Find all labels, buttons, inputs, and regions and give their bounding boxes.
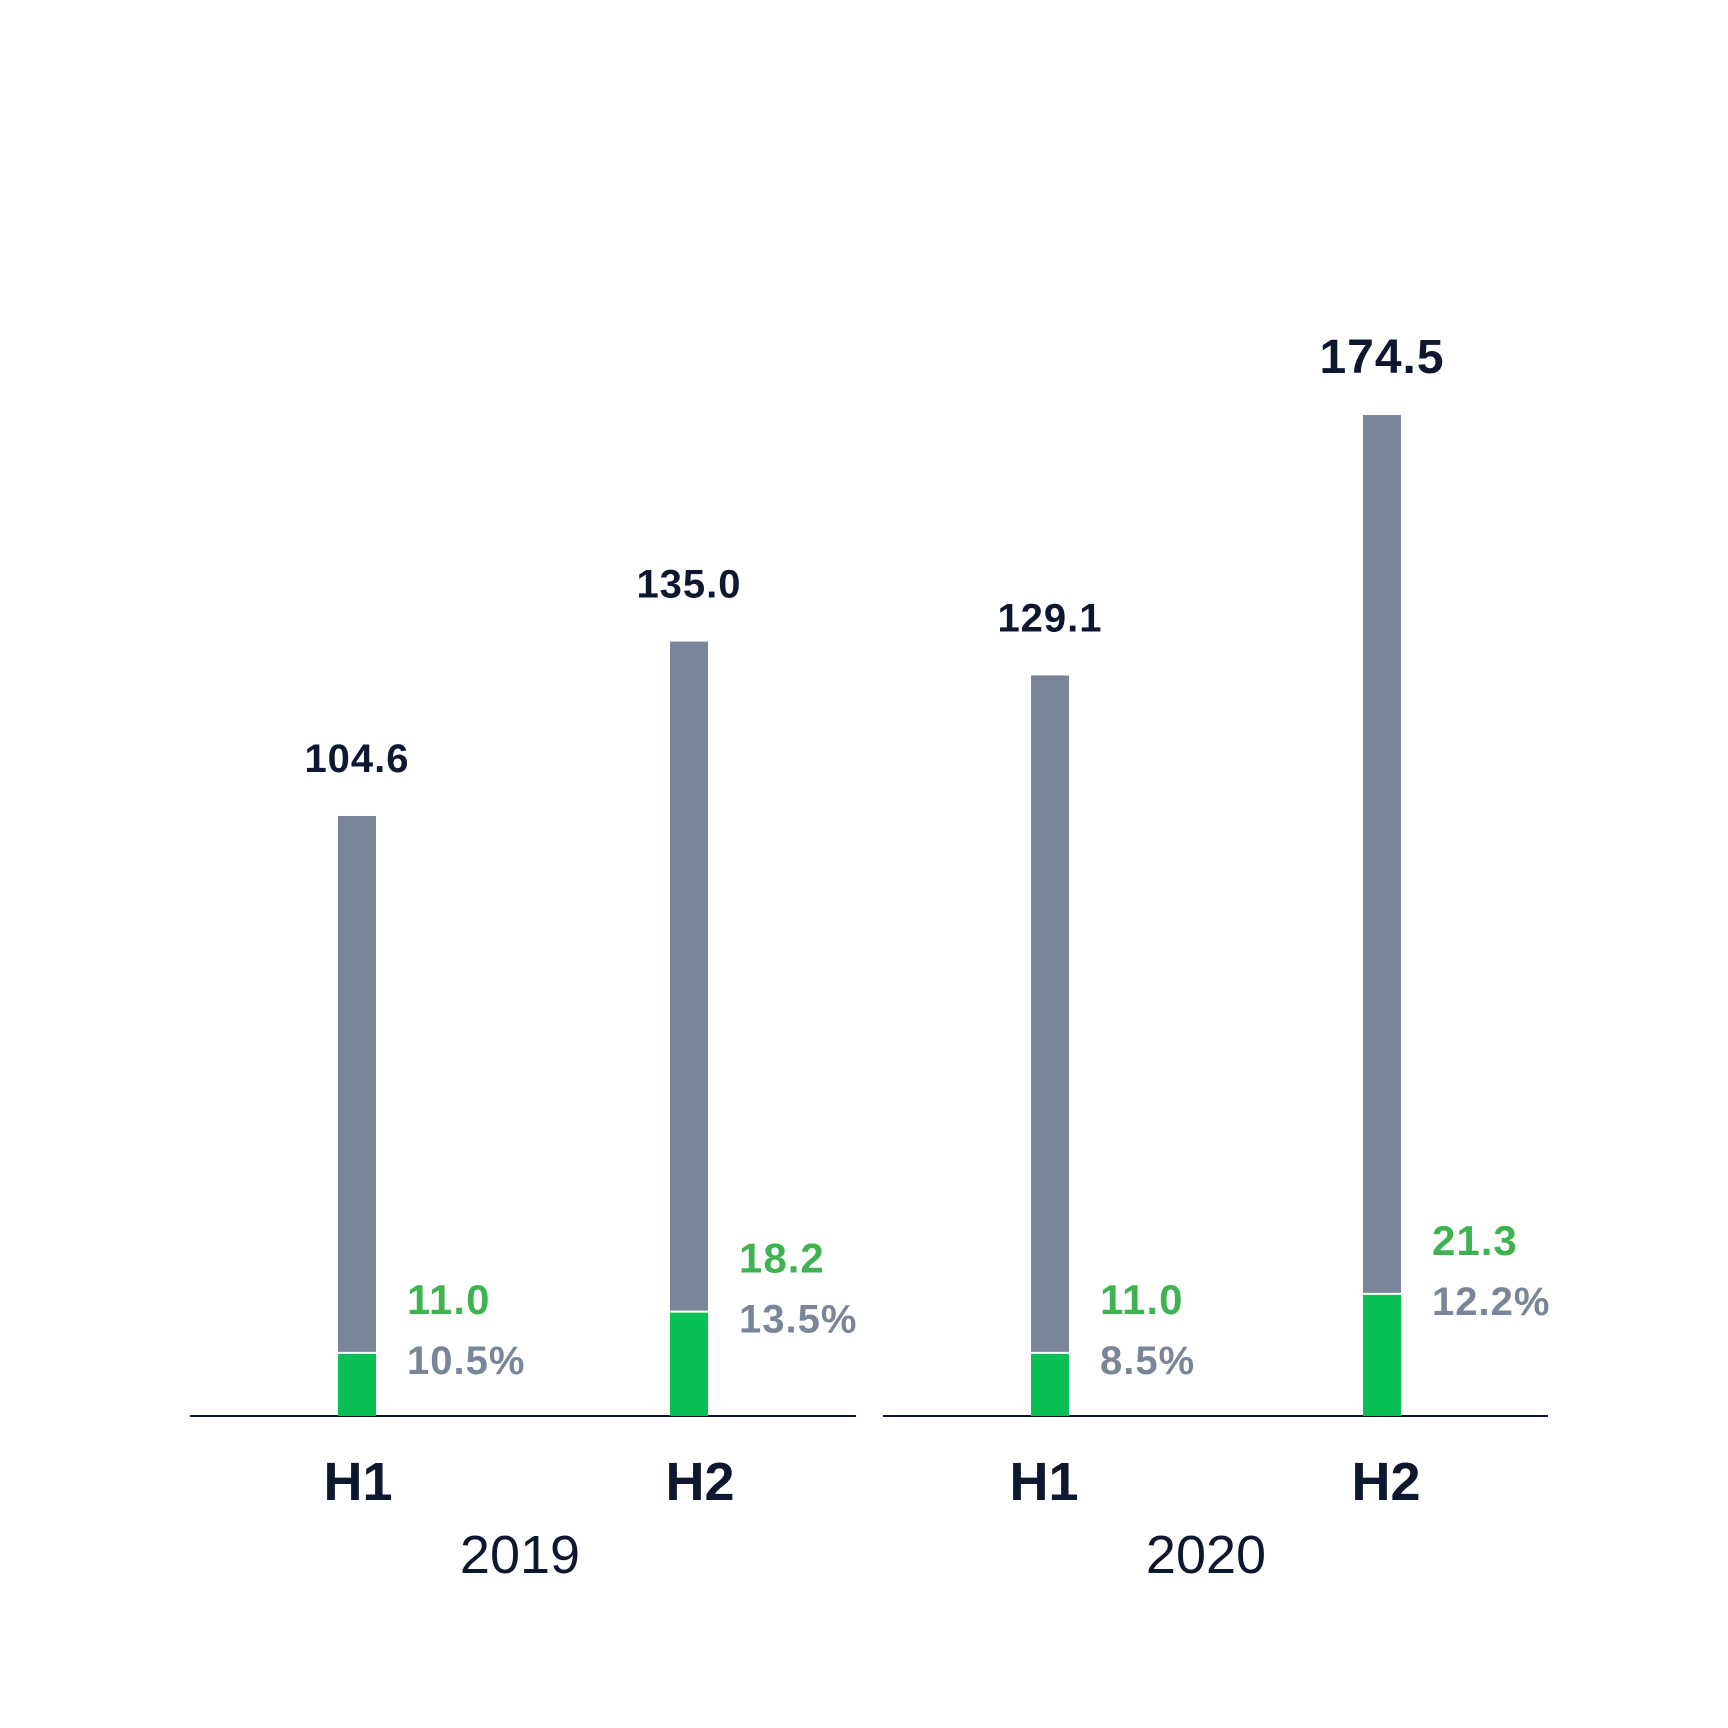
part-percent-label-2019-h2: 13.5% xyxy=(739,1298,857,1342)
part-percent-label-2020-h2: 12.2% xyxy=(1432,1280,1550,1324)
year-label-2019: 2019 xyxy=(460,1525,580,1585)
x-tick-label-2020-h2: H2 xyxy=(1351,1452,1420,1512)
year-label-2020: 2020 xyxy=(1146,1525,1266,1585)
part-percent-label-2020-h1: 8.5% xyxy=(1100,1339,1195,1383)
bar-total-2020-h1 xyxy=(1031,675,1069,1416)
bar-part-2019-h2 xyxy=(670,1311,708,1416)
bar-total-2019-h1 xyxy=(338,815,376,1416)
part-value-label-2019-h2: 18.2 xyxy=(739,1235,825,1282)
part-value-label-2020-h2: 21.3 xyxy=(1432,1217,1518,1264)
total-value-label-2020-h2: 174.5 xyxy=(1319,331,1444,384)
x-tick-label-2019-h2: H2 xyxy=(665,1452,734,1512)
total-value-label-2019-h1: 104.6 xyxy=(304,737,409,781)
part-percent-label-2019-h1: 10.5% xyxy=(407,1339,525,1383)
x-tick-label-2019-h1: H1 xyxy=(323,1452,392,1512)
bar-part-2020-h2 xyxy=(1363,1293,1401,1416)
total-value-label-2019-h2: 135.0 xyxy=(636,563,741,607)
bar-total-2019-h2 xyxy=(670,641,708,1416)
bar-part-2019-h1 xyxy=(338,1352,376,1416)
part-value-label-2020-h1: 11.0 xyxy=(1100,1276,1183,1323)
part-value-label-2019-h1: 11.0 xyxy=(407,1276,490,1323)
x-tick-label-2020-h1: H1 xyxy=(1009,1452,1078,1512)
bar-part-2020-h1 xyxy=(1031,1352,1069,1416)
bar-total-2020-h2 xyxy=(1363,415,1401,1416)
total-value-label-2020-h1: 129.1 xyxy=(997,596,1102,640)
